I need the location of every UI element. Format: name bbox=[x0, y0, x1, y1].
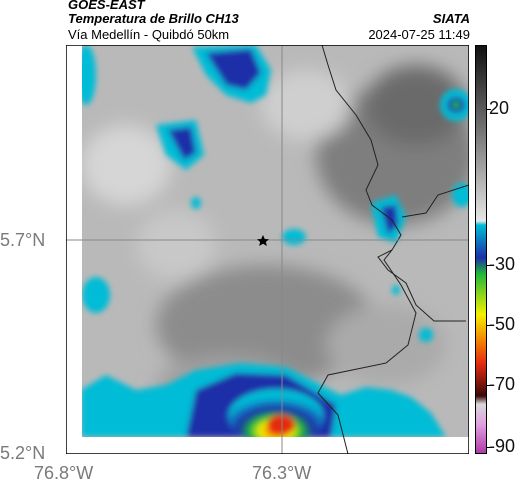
lat-label-5-2: 5.2°N bbox=[0, 443, 46, 463]
lon-label-76-8: 76.8°W bbox=[34, 463, 94, 483]
lon-label-76-3: 76.3°W bbox=[252, 463, 312, 483]
temperature-colorbar bbox=[475, 45, 487, 454]
colorbar-tick-minus70: -70 bbox=[489, 374, 516, 394]
department-borders bbox=[317, 45, 469, 454]
product-title: Temperatura de Brillo CH13 bbox=[68, 11, 239, 26]
region-label: Vía Medellín - Quibdó 50km bbox=[68, 27, 230, 42]
lat-label-5-7: 5.7°N bbox=[0, 230, 46, 250]
star-icon bbox=[257, 235, 269, 246]
colorbar-tick-minus50: -50 bbox=[489, 314, 516, 334]
colorbar-tick-minus90: -90 bbox=[489, 436, 516, 456]
source-label: SIATA bbox=[432, 11, 470, 26]
colorbar-tick-minus30: -30 bbox=[489, 254, 516, 274]
colorbar-tick-20: 20 bbox=[489, 98, 510, 118]
timestamp-label: 2024-07-25 11:49 bbox=[368, 27, 470, 42]
satellite-name: GOES-EAST bbox=[68, 0, 145, 12]
satellite-map bbox=[66, 45, 469, 454]
